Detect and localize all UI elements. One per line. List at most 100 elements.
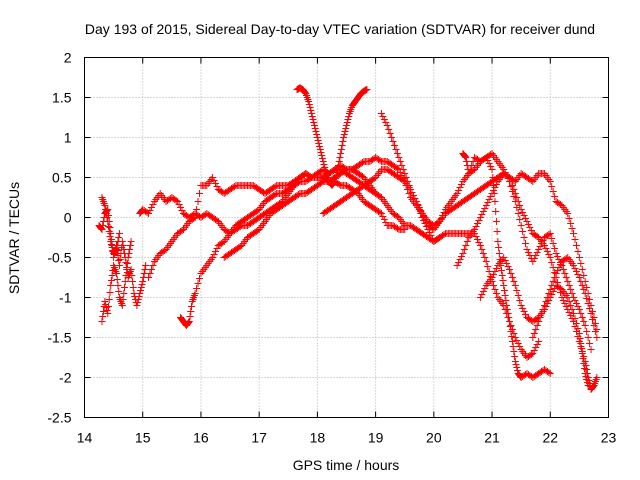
data-point	[526, 224, 534, 231]
data-point	[520, 308, 528, 315]
data-point	[580, 286, 588, 293]
data-point	[510, 348, 518, 355]
data-point	[479, 288, 487, 295]
data-point	[123, 260, 131, 267]
data-point	[122, 272, 130, 279]
y-tick-labels: -2.5 -2 -1.5 -1 -0.5 0 0.5 1 1.5 2	[47, 50, 71, 426]
data-point	[105, 223, 113, 230]
data-point	[119, 296, 127, 303]
data-point	[421, 220, 429, 227]
data-point	[527, 227, 535, 234]
grid-lines	[84, 57, 609, 418]
data-point	[583, 328, 591, 335]
data-point	[510, 186, 518, 193]
data-point	[341, 128, 349, 135]
data-point	[335, 181, 343, 188]
data-point	[393, 150, 401, 157]
plot-frame	[84, 57, 609, 418]
data-point	[305, 101, 313, 108]
data-point	[125, 250, 133, 257]
data-point	[493, 228, 501, 235]
data-point	[399, 177, 407, 184]
y-tick-label: 1	[64, 130, 72, 146]
data-point	[209, 254, 217, 261]
data-point	[514, 198, 522, 205]
data-point	[147, 266, 155, 273]
data-point	[551, 245, 559, 252]
data-point	[149, 201, 157, 208]
data-point	[99, 222, 107, 229]
data-point	[212, 248, 219, 255]
data-point	[504, 310, 512, 317]
data-point	[213, 183, 221, 190]
data-point	[105, 303, 113, 310]
data-point	[565, 282, 573, 289]
data-point	[382, 219, 390, 226]
data-point	[113, 242, 121, 249]
data-point	[127, 238, 135, 245]
data-point	[107, 241, 115, 248]
data-point	[576, 335, 584, 342]
y-tick-label: 1.5	[52, 90, 72, 106]
data-point	[294, 179, 302, 186]
data-point	[574, 248, 582, 255]
data-point	[535, 246, 543, 253]
data-point	[567, 220, 575, 227]
data-point	[575, 330, 583, 337]
data-point	[344, 116, 352, 123]
data-point	[539, 306, 547, 313]
data-point	[510, 278, 518, 285]
data-point	[194, 280, 202, 287]
data-point	[578, 282, 586, 289]
data-point	[578, 345, 586, 352]
data-point	[572, 300, 580, 307]
data-point	[345, 113, 353, 120]
data-point	[333, 169, 341, 176]
data-point	[546, 254, 554, 261]
data-point	[314, 137, 322, 144]
data-point	[402, 174, 410, 181]
data-point	[502, 297, 510, 304]
y-tick-label: -1.5	[47, 330, 71, 346]
data-point	[484, 157, 492, 164]
data-point	[582, 373, 590, 380]
data-point	[398, 162, 406, 169]
data-point	[305, 98, 313, 105]
data-point	[142, 262, 150, 269]
data-point	[230, 183, 238, 190]
data-point	[145, 210, 153, 217]
data-point	[219, 239, 227, 246]
data-point	[108, 244, 116, 251]
data-point	[118, 302, 126, 309]
data-point	[309, 116, 317, 123]
data-point	[135, 293, 143, 300]
data-point	[134, 299, 142, 306]
data-point	[456, 184, 464, 191]
data-point	[370, 175, 378, 182]
data-point	[546, 178, 554, 185]
data-point	[376, 157, 384, 164]
data-point	[512, 361, 520, 368]
data-point	[570, 262, 578, 269]
data-point	[440, 231, 448, 238]
data-point	[561, 300, 569, 307]
data-point	[503, 302, 511, 309]
x-tick-label: 20	[426, 430, 442, 446]
data-point	[340, 134, 348, 141]
data-point	[301, 89, 309, 96]
data-point	[339, 138, 347, 145]
data-point	[587, 310, 595, 317]
data-point	[137, 284, 145, 291]
data-point	[559, 297, 567, 304]
data-point	[107, 277, 115, 284]
data-point	[523, 246, 531, 253]
data-point	[507, 322, 515, 329]
data-point	[311, 125, 319, 132]
data-point	[137, 287, 145, 294]
data-point	[418, 214, 426, 221]
data-point	[306, 104, 314, 111]
chart-title: Day 193 of 2015, Sidereal Day-to-day VTE…	[85, 21, 595, 37]
data-point	[98, 318, 106, 325]
series-arc-n	[529, 254, 601, 341]
data-point	[98, 226, 106, 233]
